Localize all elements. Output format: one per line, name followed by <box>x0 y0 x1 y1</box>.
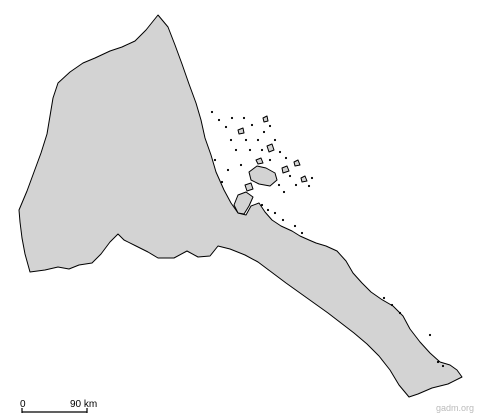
large-island <box>248 165 278 187</box>
island <box>262 115 269 123</box>
credit-text: gadm.org <box>436 403 475 413</box>
island-group <box>237 115 308 192</box>
island <box>255 157 264 165</box>
scale-start-label: 0 <box>20 399 26 410</box>
island <box>300 175 308 183</box>
island <box>266 143 275 153</box>
country-shape <box>18 14 463 398</box>
island <box>281 165 290 174</box>
islet-dots <box>210 110 445 368</box>
island <box>244 182 254 192</box>
scale-end-label: 90 km <box>70 399 98 410</box>
island <box>237 127 245 135</box>
peninsula-shape <box>233 191 254 215</box>
scale-bar <box>21 408 88 413</box>
island <box>293 159 301 167</box>
